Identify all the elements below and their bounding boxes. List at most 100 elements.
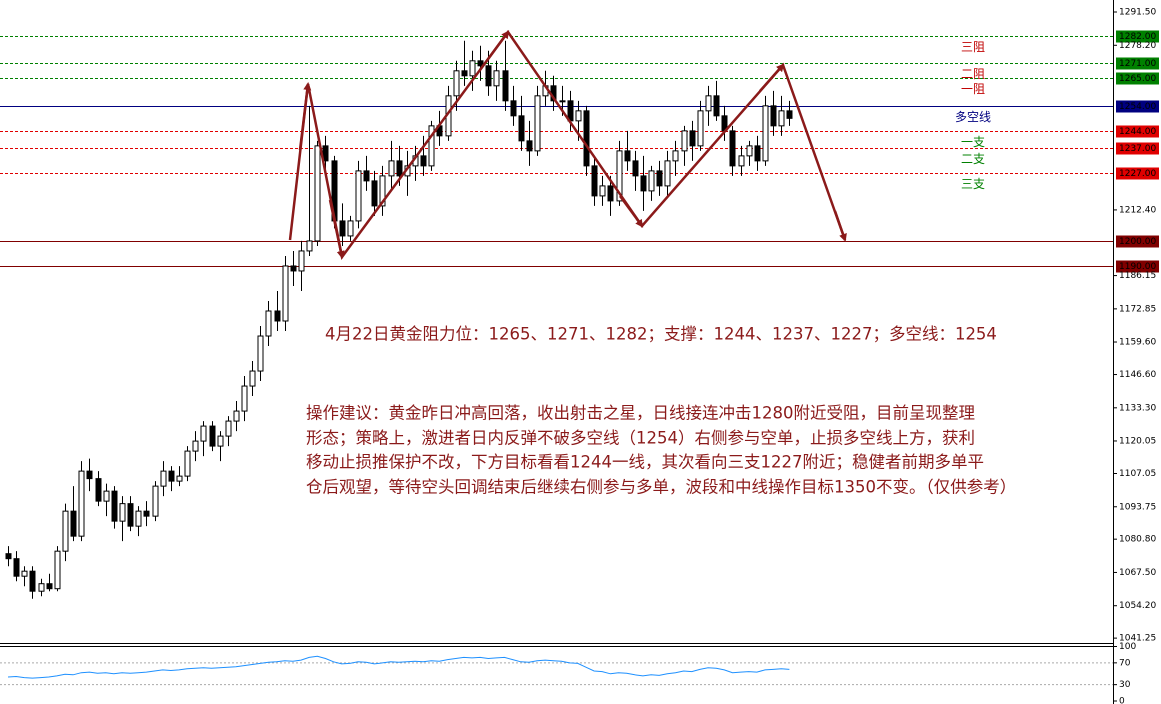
candle-body: [160, 470, 167, 487]
level-name: 三支: [961, 177, 985, 191]
level-label: 1282.00: [1119, 32, 1156, 42]
y-tick-label: 1159.60: [1119, 338, 1156, 348]
candle-body: [672, 150, 679, 162]
candle-body: [168, 470, 175, 482]
candle-body: [713, 95, 720, 117]
candle-body: [290, 265, 297, 272]
candle-body: [119, 503, 126, 522]
candle-body: [363, 170, 370, 182]
level-name: 二支: [961, 152, 985, 166]
candle-body: [746, 145, 753, 157]
level-label-box: [1116, 125, 1159, 138]
candle-body: [762, 105, 769, 162]
level-label-box: [1116, 260, 1159, 273]
candle-body: [29, 570, 36, 592]
level-label-box: [1116, 30, 1159, 43]
candle-body: [485, 65, 492, 87]
level-label: 1265.00: [1119, 74, 1156, 84]
arrow-head: [478, 30, 510, 71]
candle-body: [355, 170, 362, 222]
level-name: 二阻: [961, 67, 985, 81]
arrow-head: [328, 199, 345, 259]
indicator-tick-label: 100: [1119, 642, 1136, 652]
candle-body: [453, 70, 460, 97]
candle-body: [249, 370, 256, 387]
candle-body: [322, 145, 329, 162]
candle-body: [62, 510, 69, 552]
candle-body: [339, 220, 346, 237]
candle-body: [86, 470, 93, 480]
y-tick-label: 1080.80: [1119, 535, 1156, 545]
candle-body: [46, 583, 53, 590]
candle-body: [38, 583, 45, 592]
level-name: 一支: [961, 135, 985, 149]
candle-body: [176, 475, 183, 482]
y-tick-label: 1067.50: [1119, 568, 1156, 578]
y-tick-label: 1041.25: [1119, 634, 1156, 644]
advice-line: 形态；策略上，激进者日内反弹不破多空线（1254）右侧参与空单，止损多空线上方，…: [306, 429, 975, 448]
candle-body: [786, 110, 793, 119]
y-tick-label: 1212.40: [1119, 205, 1156, 215]
candle-body: [241, 385, 248, 412]
candle-body: [152, 485, 159, 517]
indicator-line: [7, 655, 790, 679]
headline: 4月22日黄金阻力位：1265、1271、1282；支撑：1244、1237、1…: [325, 325, 997, 344]
indicator-tick-label: 70: [1119, 658, 1131, 668]
candle-body: [209, 425, 216, 447]
level-label: 1200.00: [1119, 237, 1156, 247]
candle-body: [95, 478, 102, 502]
candle-body: [526, 140, 533, 152]
candle-body: [705, 95, 712, 112]
candle-body: [510, 100, 517, 117]
candle-body: [624, 150, 631, 162]
candle-body: [502, 70, 509, 102]
candle-body: [388, 160, 395, 177]
candle-body: [575, 110, 582, 122]
candle-body: [632, 160, 639, 177]
y-tick-label: 1120.05: [1119, 436, 1156, 446]
indicator-tick-label: 0: [1119, 697, 1125, 704]
candle-body: [770, 105, 777, 127]
candle-body: [640, 175, 647, 192]
candle-body: [534, 95, 541, 152]
y-tick-label: 1054.20: [1119, 601, 1156, 611]
level-label: 1190.00: [1119, 262, 1156, 272]
candle-body: [192, 440, 199, 452]
arrow-head: [618, 195, 644, 228]
candle-body: [111, 490, 118, 522]
candle-body: [217, 435, 224, 447]
y-tick-label: 1133.30: [1119, 403, 1156, 413]
candle-body: [184, 450, 191, 477]
advice-line: 操作建议：黄金昨日冲高回落，收出射击之星，日线接连冲击1280附近受阻，目前呈现…: [306, 404, 975, 423]
candle-body: [469, 60, 476, 77]
advice-line: 仓后观望，等待空头回调结束后继续右侧参与多单，波段和中线操作目标1350不变。（…: [306, 478, 1016, 497]
y-tick-label: 1093.75: [1119, 502, 1156, 512]
candle-body: [559, 100, 566, 103]
arrow-head: [759, 63, 785, 92]
arrow-head: [298, 82, 312, 151]
candle-body: [200, 425, 207, 442]
candle-body: [5, 553, 12, 560]
candle-body: [396, 160, 403, 177]
level-name: 多空线: [955, 110, 991, 124]
candle-body: [347, 220, 354, 237]
advice-line: 移动止损推保护不改，下方目标看看1244一线，其次看向三支1227附近；稳健者前…: [306, 453, 984, 472]
level-label-box: [1116, 167, 1159, 180]
candle-body: [306, 240, 313, 252]
level-label: 1244.00: [1119, 127, 1156, 137]
candle-body: [729, 130, 736, 167]
level-label-box: [1116, 72, 1159, 85]
candle-body: [493, 70, 500, 87]
candle-body: [78, 470, 85, 537]
candle-body: [70, 510, 77, 537]
candle-body: [656, 170, 663, 187]
candle-body: [13, 558, 20, 577]
level-label-box: [1116, 100, 1159, 113]
candle-body: [282, 265, 289, 322]
candle-body: [518, 115, 525, 142]
candle-body: [257, 335, 264, 372]
level-label-box: [1116, 235, 1159, 248]
